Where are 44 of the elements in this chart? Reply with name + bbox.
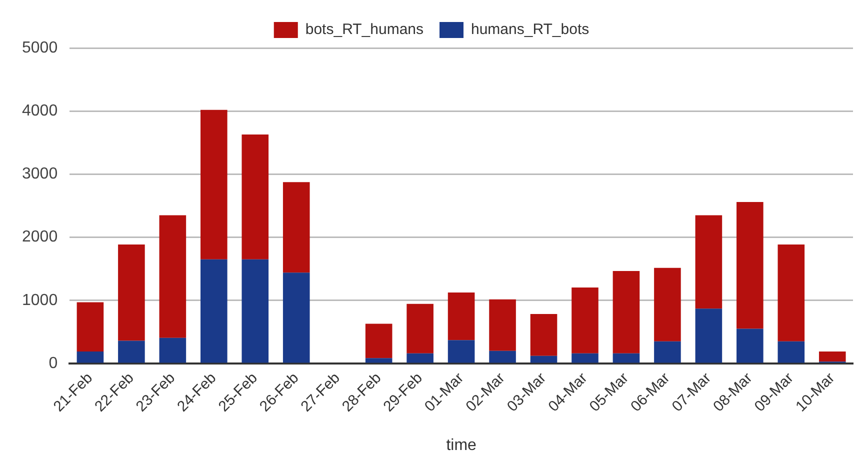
bar: [736, 202, 764, 329]
bar: [159, 338, 186, 363]
bar: [200, 259, 228, 363]
y-tick-label: 3000: [22, 166, 58, 183]
bar: [654, 341, 681, 363]
bar: [489, 350, 516, 363]
bar: [159, 215, 186, 338]
bar: [365, 324, 392, 358]
bar: [818, 351, 846, 362]
bar: [242, 259, 269, 363]
bar: [242, 134, 269, 260]
bar: [118, 340, 145, 363]
bar: [76, 302, 104, 352]
bar: [118, 244, 145, 341]
y-tick-label: 1000: [22, 292, 58, 309]
bar: [406, 353, 434, 363]
bar: [282, 272, 310, 363]
bar: [530, 314, 558, 356]
bar: [778, 244, 805, 342]
y-tick-label: 5000: [22, 39, 58, 56]
bar: [530, 356, 558, 363]
bar: [489, 299, 516, 351]
y-tick-label: 4000: [22, 102, 58, 120]
y-tick-label: 0: [48, 354, 58, 372]
bar: [778, 341, 805, 363]
bar: [572, 353, 598, 363]
bar: [695, 215, 722, 309]
y-tick-label: 2000: [22, 228, 58, 246]
bar: [572, 287, 598, 354]
legend-label: humans_RT_bots: [471, 21, 590, 38]
legend-label: bots_RT_humans: [305, 21, 424, 38]
bar: [282, 182, 310, 273]
bar: [612, 353, 640, 363]
bar: [612, 271, 640, 354]
bar: [448, 340, 475, 363]
bar: [736, 328, 764, 363]
x-axis-title: time: [446, 436, 477, 454]
bar: [448, 292, 475, 340]
bar: [695, 308, 722, 363]
bar: [76, 351, 104, 363]
bar: [200, 110, 228, 260]
bar: [365, 358, 392, 363]
bar: [406, 304, 434, 354]
bar: [654, 268, 681, 342]
